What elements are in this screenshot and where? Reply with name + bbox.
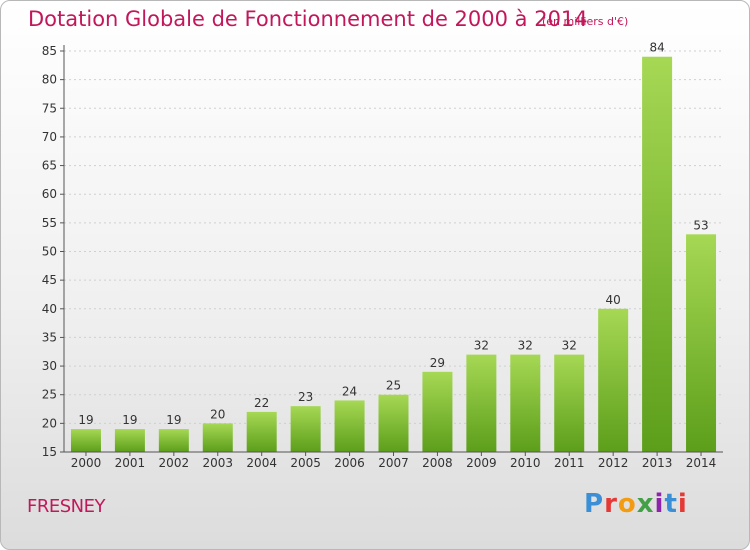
x-tick-label: 2011 <box>554 456 585 470</box>
bar-value-label: 22 <box>254 396 269 410</box>
bar <box>70 429 101 452</box>
bar-value-label: 23 <box>298 390 313 404</box>
x-tick-label: 2007 <box>378 456 409 470</box>
bar-value-label: 19 <box>122 413 137 427</box>
y-tick-label: 65 <box>42 159 57 173</box>
x-tick-label: 2003 <box>202 456 233 470</box>
bar <box>686 234 717 452</box>
x-tick-label: 2006 <box>334 456 365 470</box>
x-tick-label: 2000 <box>71 456 102 470</box>
x-tick-label: 2001 <box>115 456 146 470</box>
logo-letter: r <box>604 489 618 519</box>
proxiti-logo[interactable]: Proxiti <box>584 489 688 519</box>
bar <box>334 400 365 452</box>
y-tick-label: 85 <box>42 44 57 58</box>
x-tick-label: 2002 <box>159 456 190 470</box>
logo-letter: i <box>654 489 665 519</box>
bar-value-label: 19 <box>166 413 181 427</box>
y-tick-label: 70 <box>42 130 57 144</box>
bar <box>378 394 409 452</box>
bar <box>422 371 453 452</box>
bar-value-label: 40 <box>606 293 621 307</box>
bar <box>158 429 189 452</box>
bar-value-label: 84 <box>649 41 664 55</box>
x-tick-label: 2012 <box>598 456 629 470</box>
y-tick-label: 80 <box>42 73 57 87</box>
x-tick-label: 2005 <box>290 456 321 470</box>
y-tick-label: 35 <box>42 330 57 344</box>
bar-value-label: 19 <box>78 413 93 427</box>
logo-letter: x <box>636 489 655 519</box>
bar <box>290 406 321 452</box>
bar <box>642 56 673 452</box>
y-tick-label: 50 <box>42 245 57 259</box>
y-tick-label: 20 <box>42 416 57 430</box>
bar <box>510 354 541 452</box>
bar <box>598 308 629 452</box>
bar <box>202 423 233 452</box>
x-tick-label: 2009 <box>466 456 497 470</box>
bar-value-label: 24 <box>342 384 357 398</box>
bar-value-label: 32 <box>562 339 577 353</box>
bar-value-label: 32 <box>474 339 489 353</box>
logo-letter: P <box>584 489 605 519</box>
y-tick-label: 75 <box>42 101 57 115</box>
y-tick-label: 45 <box>42 273 57 287</box>
bar <box>466 354 497 452</box>
y-tick-label: 60 <box>42 187 57 201</box>
logo-letter: t <box>664 489 678 519</box>
y-tick-label: 15 <box>42 445 57 459</box>
chart-subtitle: (en milliers d'€) <box>542 15 629 28</box>
x-tick-label: 2010 <box>510 456 541 470</box>
y-tick-label: 40 <box>42 302 57 316</box>
bars: 19 19 19 20 22 23 24 25 29 32 32 32 40 84 53 <box>70 41 717 452</box>
x-tick-label: 2008 <box>422 456 453 470</box>
bar <box>114 429 145 452</box>
bar-value-label: 25 <box>386 379 401 393</box>
commune-name: FRESNEY <box>27 496 106 517</box>
y-tick-label: 30 <box>42 359 57 373</box>
y-tick-label: 55 <box>42 216 57 230</box>
x-tick-label: 2014 <box>686 456 717 470</box>
chart-title: Dotation Globale de Fonctionnement de 20… <box>28 7 588 31</box>
logo-letter: o <box>617 489 637 519</box>
y-tick-label: 25 <box>42 388 57 402</box>
bar-value-label: 29 <box>430 356 445 370</box>
logo-letter: i <box>677 489 688 519</box>
axes: 15 20 25 30 35 40 45 50 55 60 65 70 75 80 85 2000 2001 20… <box>42 44 723 470</box>
x-tick-label: 2013 <box>642 456 673 470</box>
bar-value-label: 53 <box>693 218 708 232</box>
bar-value-label: 32 <box>518 339 533 353</box>
bar <box>554 354 585 452</box>
x-tick-label: 2004 <box>246 456 277 470</box>
bar <box>246 411 277 452</box>
bar-value-label: 20 <box>210 407 225 421</box>
